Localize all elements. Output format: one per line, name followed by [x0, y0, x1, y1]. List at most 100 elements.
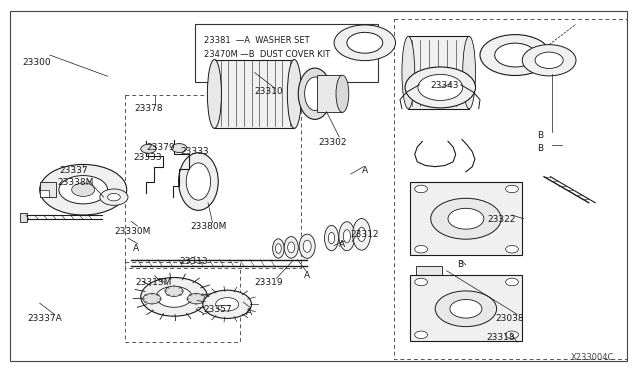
Ellipse shape: [275, 244, 282, 253]
Bar: [394, 19, 627, 359]
Ellipse shape: [300, 234, 315, 258]
Text: B: B: [538, 144, 544, 153]
Ellipse shape: [324, 225, 339, 251]
Circle shape: [40, 164, 127, 215]
Circle shape: [415, 278, 428, 286]
Circle shape: [506, 246, 518, 253]
Text: 23333: 23333: [133, 153, 162, 161]
Ellipse shape: [303, 240, 311, 252]
Text: X233004C: X233004C: [571, 353, 614, 362]
Circle shape: [156, 286, 192, 307]
Text: 23313: 23313: [179, 257, 208, 266]
Circle shape: [100, 189, 128, 205]
Circle shape: [216, 298, 239, 311]
Text: 23310: 23310: [255, 87, 284, 96]
Ellipse shape: [298, 68, 332, 119]
Circle shape: [141, 144, 156, 153]
Bar: [416, 266, 442, 275]
Circle shape: [405, 67, 476, 108]
Ellipse shape: [273, 239, 284, 258]
Circle shape: [415, 246, 428, 253]
Text: 23378: 23378: [134, 104, 163, 113]
Bar: [20, 213, 27, 222]
Ellipse shape: [463, 36, 476, 109]
Bar: [410, 182, 522, 255]
Text: 23313M: 23313M: [136, 278, 172, 287]
Text: A: A: [133, 244, 140, 253]
Ellipse shape: [284, 237, 298, 258]
Text: 23333: 23333: [180, 147, 209, 156]
Circle shape: [448, 208, 484, 229]
Bar: [410, 275, 522, 341]
Circle shape: [506, 278, 518, 286]
Bar: [317, 75, 342, 112]
Circle shape: [141, 278, 207, 316]
Text: 23338M: 23338M: [58, 178, 94, 187]
Bar: [125, 262, 240, 342]
Circle shape: [506, 331, 518, 339]
Text: 23318: 23318: [486, 333, 515, 342]
Bar: [195, 24, 378, 82]
Text: A: A: [339, 240, 346, 249]
Circle shape: [172, 144, 187, 153]
Circle shape: [334, 25, 396, 61]
Circle shape: [188, 294, 205, 304]
Text: A: A: [246, 308, 253, 317]
Text: 23343: 23343: [430, 81, 459, 90]
Circle shape: [72, 183, 95, 196]
Circle shape: [480, 35, 550, 76]
Ellipse shape: [328, 232, 335, 244]
Circle shape: [59, 176, 108, 204]
Circle shape: [495, 43, 536, 67]
Text: B: B: [458, 260, 464, 269]
Ellipse shape: [343, 230, 351, 243]
Text: 23300: 23300: [22, 58, 51, 67]
Circle shape: [431, 198, 501, 239]
Ellipse shape: [339, 222, 355, 251]
Ellipse shape: [402, 36, 415, 109]
Text: 23357: 23357: [204, 305, 232, 314]
Text: 23330M: 23330M: [114, 227, 150, 236]
Bar: [40, 190, 49, 197]
Circle shape: [522, 45, 576, 76]
Text: 23337: 23337: [59, 166, 88, 174]
Circle shape: [450, 299, 482, 318]
Text: 23319: 23319: [255, 278, 284, 287]
Ellipse shape: [358, 227, 365, 241]
Text: 23322: 23322: [488, 215, 516, 224]
Circle shape: [165, 286, 183, 296]
Circle shape: [347, 32, 383, 53]
Circle shape: [203, 290, 252, 318]
Bar: [214, 60, 294, 128]
Text: B: B: [538, 131, 544, 140]
Ellipse shape: [288, 242, 294, 253]
Circle shape: [506, 185, 518, 193]
Ellipse shape: [186, 163, 211, 200]
Text: 23302: 23302: [319, 138, 348, 147]
Text: 23337A: 23337A: [27, 314, 61, 323]
Text: 23379: 23379: [146, 143, 175, 152]
Ellipse shape: [353, 219, 371, 250]
Text: 23312: 23312: [350, 230, 379, 239]
Ellipse shape: [179, 153, 218, 210]
Ellipse shape: [207, 60, 221, 128]
Text: 23380M: 23380M: [191, 222, 227, 231]
Circle shape: [435, 291, 497, 327]
Text: A: A: [304, 271, 310, 280]
Circle shape: [418, 74, 463, 100]
Circle shape: [415, 331, 428, 339]
Text: 23470M —B  DUST COVER KIT: 23470M —B DUST COVER KIT: [204, 50, 330, 59]
Circle shape: [415, 185, 428, 193]
Ellipse shape: [336, 75, 349, 112]
Text: 23038: 23038: [495, 314, 524, 323]
Circle shape: [143, 294, 161, 304]
Bar: [40, 182, 56, 197]
Ellipse shape: [287, 60, 301, 128]
Text: 23381  —A  WASHER SET: 23381 —A WASHER SET: [204, 36, 309, 45]
Bar: [408, 36, 469, 109]
Circle shape: [535, 52, 563, 68]
Text: A: A: [362, 166, 369, 174]
Ellipse shape: [305, 77, 325, 110]
Bar: [125, 95, 301, 268]
Circle shape: [108, 193, 120, 201]
